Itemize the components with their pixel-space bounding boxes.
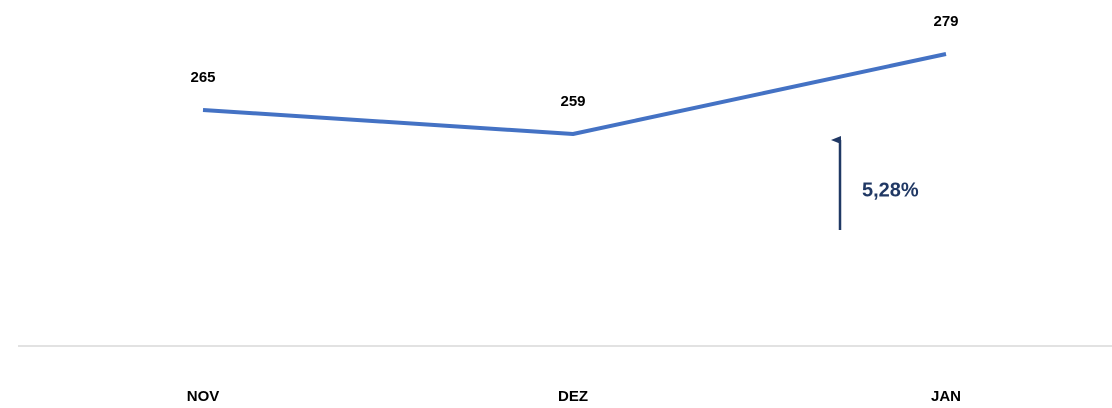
annotation: 5,28% xyxy=(862,179,919,201)
x-tick-label: JAN xyxy=(931,388,961,405)
x-tick-label: DEZ xyxy=(558,388,588,405)
x-tick-label: NOV xyxy=(187,388,220,405)
data-label: 265 xyxy=(190,69,215,86)
line xyxy=(202,52,947,136)
data-label: 279 xyxy=(933,13,958,30)
data-label: 259 xyxy=(560,93,585,110)
